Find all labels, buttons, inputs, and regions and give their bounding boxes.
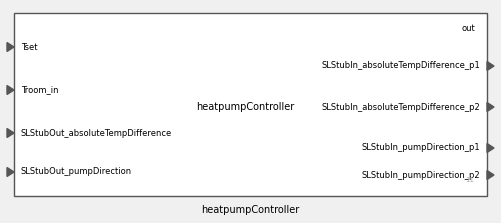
Polygon shape	[7, 128, 14, 138]
Polygon shape	[487, 143, 494, 153]
Text: Troom_in: Troom_in	[21, 85, 59, 95]
Text: SLStubIn_absoluteTempDifference_p1: SLStubIn_absoluteTempDifference_p1	[321, 62, 480, 70]
Text: Tset: Tset	[21, 43, 38, 52]
Polygon shape	[487, 62, 494, 70]
Text: SLStubIn_absoluteTempDifference_p2: SLStubIn_absoluteTempDifference_p2	[321, 103, 480, 112]
Polygon shape	[487, 103, 494, 112]
Bar	[14, 13, 487, 196]
Polygon shape	[7, 43, 14, 52]
Text: SLStubIn_pumpDirection_p1: SLStubIn_pumpDirection_p1	[361, 143, 480, 153]
Polygon shape	[487, 171, 494, 180]
Polygon shape	[7, 85, 14, 95]
Text: heatpumpController: heatpumpController	[196, 102, 294, 112]
Text: 11: 11	[465, 177, 474, 183]
Text: SLStubOut_absoluteTempDifference: SLStubOut_absoluteTempDifference	[21, 128, 172, 138]
Text: out: out	[461, 24, 475, 33]
Polygon shape	[7, 167, 14, 176]
Text: SLStubOut_pumpDirection: SLStubOut_pumpDirection	[21, 167, 132, 176]
Text: SLStubIn_pumpDirection_p2: SLStubIn_pumpDirection_p2	[361, 171, 480, 180]
Text: heatpumpController: heatpumpController	[201, 205, 299, 215]
